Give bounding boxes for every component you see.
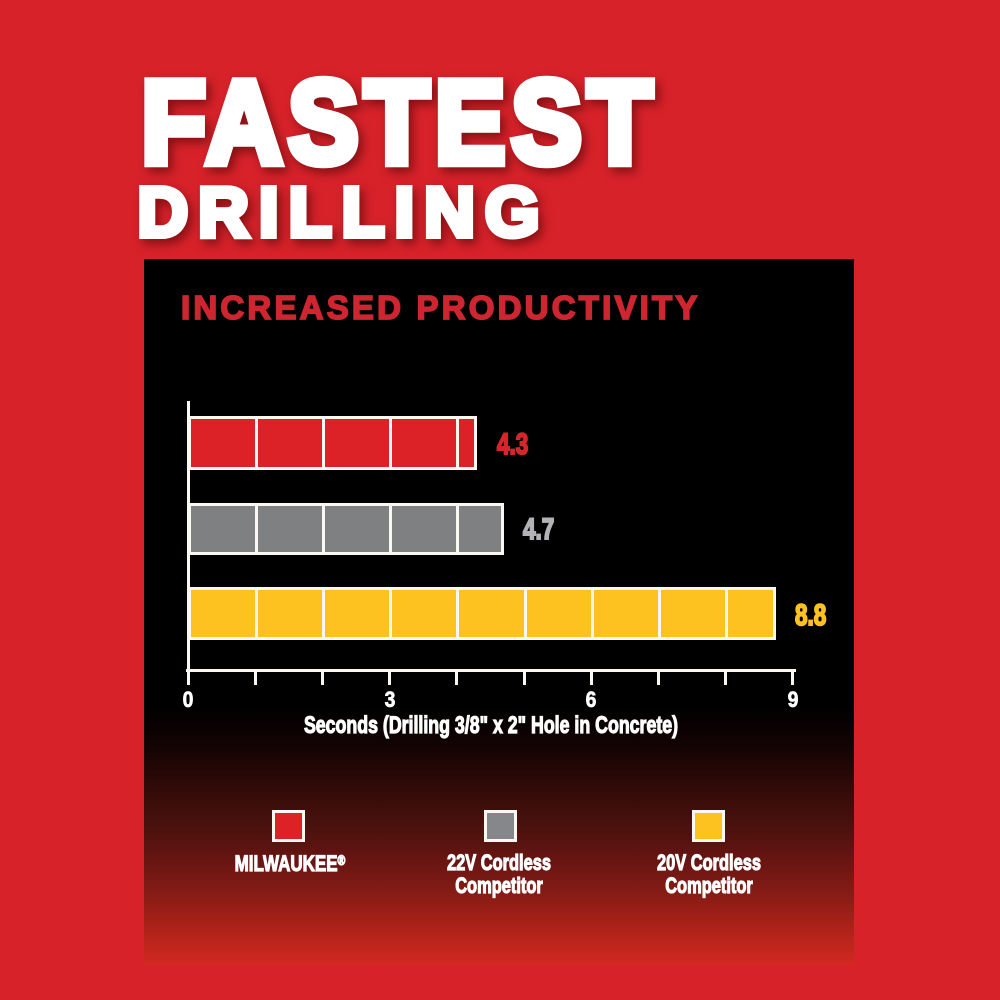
svg-text:DRILLING: DRILLING (137, 173, 539, 251)
svg-text:FASTEST: FASTEST (142, 58, 652, 187)
